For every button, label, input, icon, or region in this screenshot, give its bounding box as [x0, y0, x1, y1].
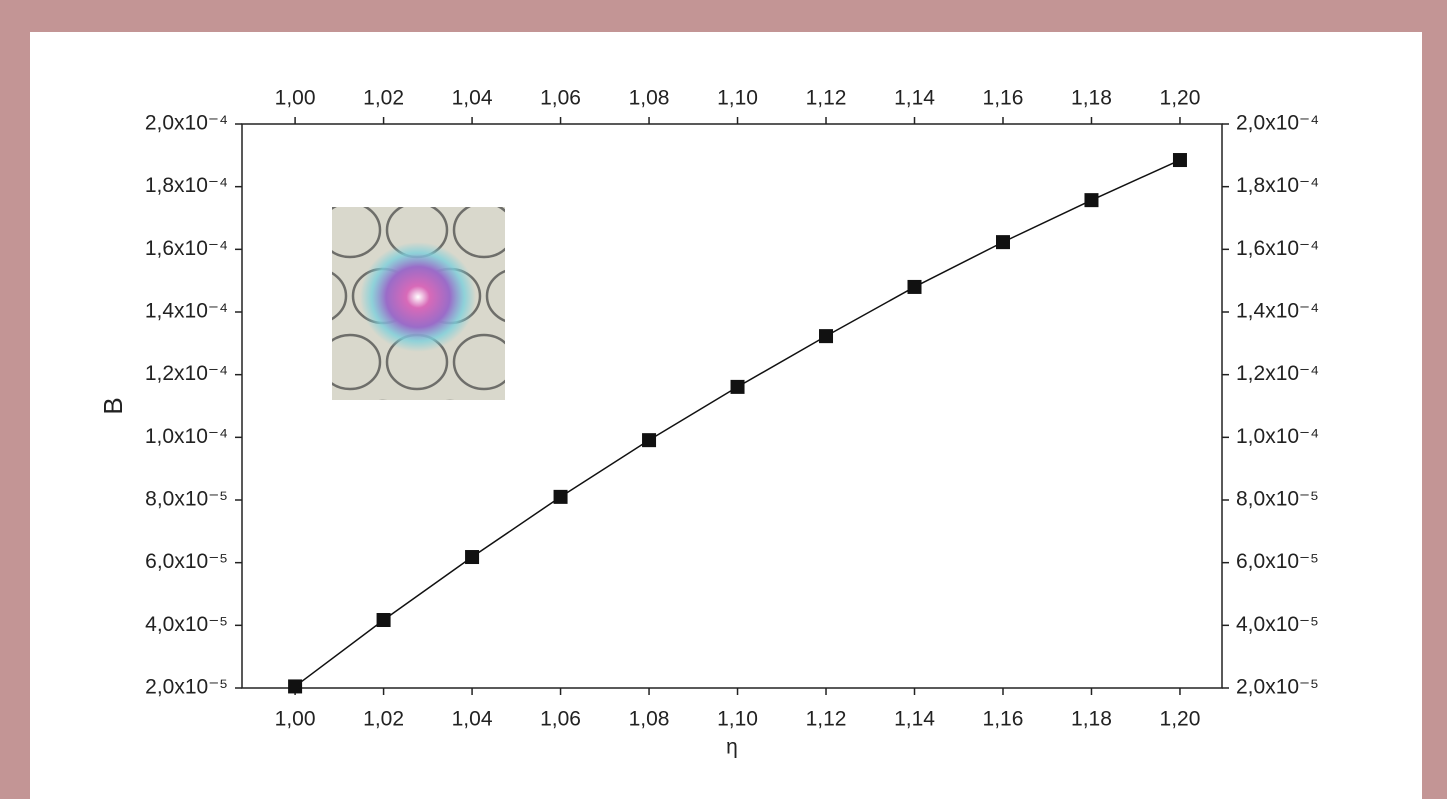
data-point	[907, 279, 922, 294]
x-tick-label-top: 1,00	[275, 87, 316, 110]
y-tick-label-right: 1,6x10⁻⁴	[1236, 237, 1319, 260]
x-tick-label-top: 1,04	[452, 87, 493, 110]
x-tick-label: 1,14	[894, 708, 935, 731]
y-tick-label-right: 2,0x10⁻⁵	[1236, 676, 1319, 699]
y-tick-label-right: 6,0x10⁻⁵	[1236, 550, 1319, 573]
x-tick-label-top: 1,18	[1071, 87, 1112, 110]
inset-image	[332, 207, 505, 400]
x-tick-label: 1,20	[1160, 708, 1201, 731]
x-tick-label-top: 1,20	[1160, 87, 1201, 110]
x-tick-label: 1,16	[983, 708, 1024, 731]
data-point	[819, 329, 834, 344]
data-point	[995, 235, 1010, 250]
data-point	[1172, 153, 1187, 168]
y-tick-label: 1,6x10⁻⁴	[145, 237, 228, 260]
y-tick-label-right: 1,8x10⁻⁴	[1236, 174, 1319, 197]
data-point	[288, 679, 303, 694]
y-tick-label: 1,2x10⁻⁴	[145, 362, 228, 385]
x-tick-label: 1,04	[452, 708, 493, 731]
plot-frame	[241, 123, 1223, 689]
y-tick-label: 8,0x10⁻⁵	[145, 488, 228, 511]
data-point	[553, 489, 568, 504]
x-tick-label: 1,06	[540, 708, 581, 731]
data-point	[376, 613, 391, 628]
x-tick-label: 1,02	[363, 708, 404, 731]
data-point	[1084, 193, 1099, 208]
y-tick-label: 4,0x10⁻⁵	[145, 613, 228, 636]
y-tick-label: 1,0x10⁻⁴	[145, 425, 228, 448]
y-tick-label-right: 1,4x10⁻⁴	[1236, 300, 1319, 323]
x-tick-label: 1,00	[275, 708, 316, 731]
x-tick-label: 1,08	[629, 708, 670, 731]
x-tick-label-top: 1,02	[363, 87, 404, 110]
data-point	[465, 550, 480, 565]
data-point	[730, 379, 745, 394]
y-tick-label-right: 4,0x10⁻⁵	[1236, 613, 1319, 636]
x-tick-label-top: 1,12	[806, 87, 847, 110]
data-point	[642, 433, 657, 448]
x-tick-label-top: 1,06	[540, 87, 581, 110]
y-tick-label: 2,0x10⁻⁴	[145, 112, 228, 135]
x-tick-label-top: 1,16	[983, 87, 1024, 110]
y-tick-label: 1,4x10⁻⁴	[145, 300, 228, 323]
y-axis-label: B	[98, 397, 128, 414]
y-tick-label: 1,8x10⁻⁴	[145, 174, 228, 197]
x-tick-label-top: 1,08	[629, 87, 670, 110]
y-tick-label-right: 2,0x10⁻⁴	[1236, 112, 1319, 135]
y-tick-label: 2,0x10⁻⁵	[145, 676, 228, 699]
panel	[30, 32, 1422, 799]
x-axis-label: η	[726, 736, 738, 759]
x-tick-label: 1,10	[717, 708, 758, 731]
x-tick-label-top: 1,14	[894, 87, 935, 110]
x-tick-label-top: 1,10	[717, 87, 758, 110]
y-tick-label-right: 8,0x10⁻⁵	[1236, 488, 1319, 511]
x-tick-label: 1,18	[1071, 708, 1112, 731]
y-tick-label: 6,0x10⁻⁵	[145, 550, 228, 573]
y-tick-label-right: 1,0x10⁻⁴	[1236, 425, 1319, 448]
y-tick-label-right: 1,2x10⁻⁴	[1236, 362, 1319, 385]
x-tick-label: 1,12	[806, 708, 847, 731]
